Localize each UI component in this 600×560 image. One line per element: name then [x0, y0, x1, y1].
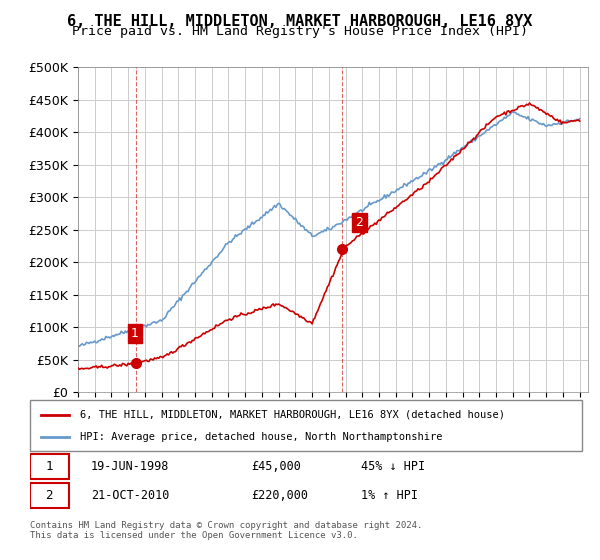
Text: 1: 1	[131, 327, 139, 340]
Text: 2: 2	[356, 216, 364, 230]
Text: Contains HM Land Registry data © Crown copyright and database right 2024.
This d: Contains HM Land Registry data © Crown c…	[30, 521, 422, 540]
Text: 19-JUN-1998: 19-JUN-1998	[91, 460, 169, 473]
Text: 1% ↑ HPI: 1% ↑ HPI	[361, 489, 418, 502]
Text: 1: 1	[46, 460, 53, 473]
Text: 2: 2	[46, 489, 53, 502]
FancyBboxPatch shape	[30, 455, 68, 479]
FancyBboxPatch shape	[30, 400, 582, 451]
Text: £220,000: £220,000	[251, 489, 308, 502]
Text: 6, THE HILL, MIDDLETON, MARKET HARBOROUGH, LE16 8YX (detached house): 6, THE HILL, MIDDLETON, MARKET HARBOROUG…	[80, 409, 505, 419]
Text: £45,000: £45,000	[251, 460, 301, 473]
FancyBboxPatch shape	[30, 483, 68, 508]
Text: Price paid vs. HM Land Registry's House Price Index (HPI): Price paid vs. HM Land Registry's House …	[72, 25, 528, 38]
Text: 45% ↓ HPI: 45% ↓ HPI	[361, 460, 425, 473]
Text: HPI: Average price, detached house, North Northamptonshire: HPI: Average price, detached house, Nort…	[80, 432, 442, 442]
Text: 6, THE HILL, MIDDLETON, MARKET HARBOROUGH, LE16 8YX: 6, THE HILL, MIDDLETON, MARKET HARBOROUG…	[67, 14, 533, 29]
Text: 21-OCT-2010: 21-OCT-2010	[91, 489, 169, 502]
